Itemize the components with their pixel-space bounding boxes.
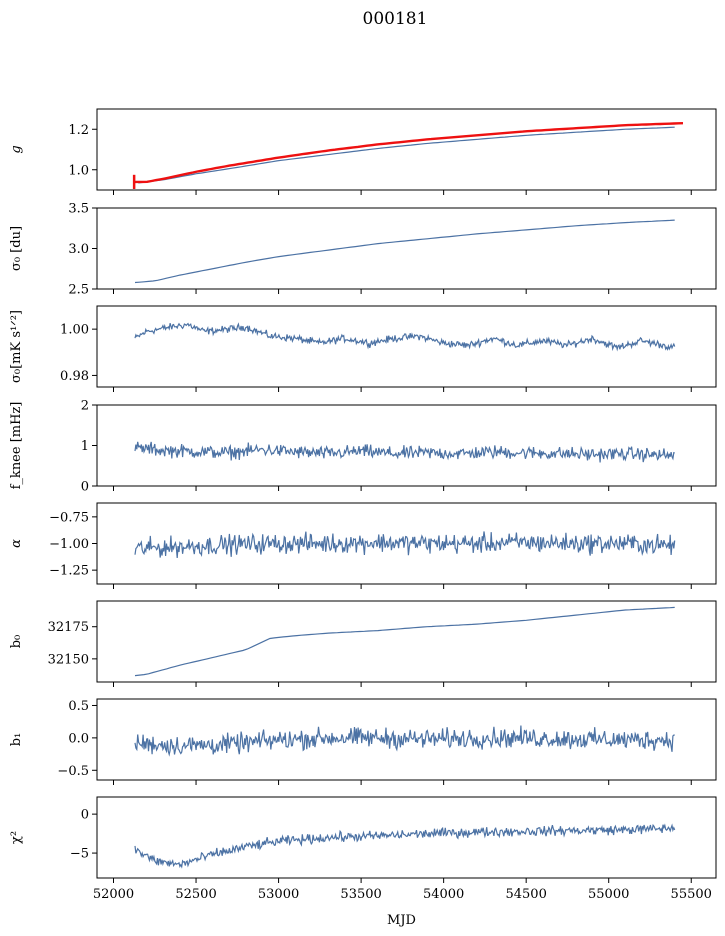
y-axis-label: σ₀ [du] xyxy=(9,226,24,271)
y-tick-label: 32150 xyxy=(48,652,89,667)
plot-frame xyxy=(96,108,717,191)
y-tick-label: −1.25 xyxy=(49,564,89,579)
figure-title: 000181 xyxy=(363,9,428,29)
x-tick-label: 53500 xyxy=(340,887,381,902)
panel-3: 0 1 2 f_knee [mHz] xyxy=(9,399,717,495)
y-tick-label: −0.5 xyxy=(57,764,89,779)
panels: 1.0 1.2 g 2.5 3.0 3.5 σ₀ [du] 0.98 1.00 σ₀[mK s¹ᐟ… xyxy=(9,108,717,928)
x-axis-label: MJD xyxy=(387,913,416,928)
x-tick-label: 54000 xyxy=(423,887,464,902)
series-line xyxy=(138,126,675,184)
y-tick-label: 0.0 xyxy=(68,731,89,746)
series-line xyxy=(134,441,675,463)
y-tick-label: 0.98 xyxy=(60,369,89,384)
panel-4: −1.25 −1.00 −0.75 α xyxy=(9,502,717,589)
y-tick-label: 2 xyxy=(81,399,89,414)
panel-7: −5 0 52000 52500 53000 53500 54000 54500 55000 55… xyxy=(9,796,717,902)
x-tick-label: 52500 xyxy=(175,887,216,902)
series-line xyxy=(134,725,675,757)
y-tick-label: −0.75 xyxy=(49,510,89,525)
x-tick-label: 54500 xyxy=(505,887,546,902)
plot-frame xyxy=(96,698,717,781)
y-tick-label: 1.00 xyxy=(60,323,89,338)
plot-frame xyxy=(96,600,717,683)
plot-frame xyxy=(96,404,717,487)
y-tick-label: 32175 xyxy=(48,620,89,635)
x-tick-label: 53000 xyxy=(258,887,299,902)
x-tick-label: 55000 xyxy=(588,887,629,902)
x-tick-label: 55500 xyxy=(671,887,712,902)
y-tick-label: 0 xyxy=(81,480,89,495)
y-axis-label: χ² xyxy=(9,831,24,844)
panel-5: 32150 32175 b₀ xyxy=(9,600,717,687)
y-axis-label: b₁ xyxy=(9,733,24,747)
y-tick-label: −1.00 xyxy=(49,537,89,552)
series-line xyxy=(134,531,676,559)
y-tick-label: 0.5 xyxy=(68,699,89,714)
y-tick-label: 2.5 xyxy=(68,283,89,298)
series-line xyxy=(134,322,676,352)
y-tick-label: 0 xyxy=(81,808,89,823)
panel-1: 2.5 3.0 3.5 σ₀ [du] xyxy=(9,202,717,298)
y-tick-label: 1 xyxy=(81,439,89,454)
panel-2: 0.98 1.00 σ₀[mK s¹ᐟ²] xyxy=(9,305,717,392)
series-line xyxy=(134,823,676,869)
y-axis-label: b₀ xyxy=(9,635,24,649)
y-tick-label: −5 xyxy=(70,847,89,862)
plot-frame xyxy=(96,207,717,290)
x-tick-label: 52000 xyxy=(93,887,134,902)
y-axis-label: g xyxy=(9,145,24,153)
y-axis-label: α xyxy=(9,539,24,548)
y-tick-label: 3.5 xyxy=(68,202,89,217)
series-line xyxy=(134,219,675,284)
y-tick-label: 1.0 xyxy=(68,163,89,178)
panel-0: 1.0 1.2 g xyxy=(9,108,717,195)
y-axis-label: f_knee [mHz] xyxy=(9,402,24,490)
series-line xyxy=(134,606,675,677)
y-tick-label: 1.2 xyxy=(68,123,89,138)
y-tick-label: 3.0 xyxy=(68,242,89,257)
y-axis-label: σ₀[mK s¹ᐟ²] xyxy=(9,310,24,383)
series-line xyxy=(133,122,684,184)
plot-frame xyxy=(96,305,717,388)
panel-6: −0.5 0.0 0.5 b₁ xyxy=(9,698,717,785)
plot-frame xyxy=(96,796,717,879)
